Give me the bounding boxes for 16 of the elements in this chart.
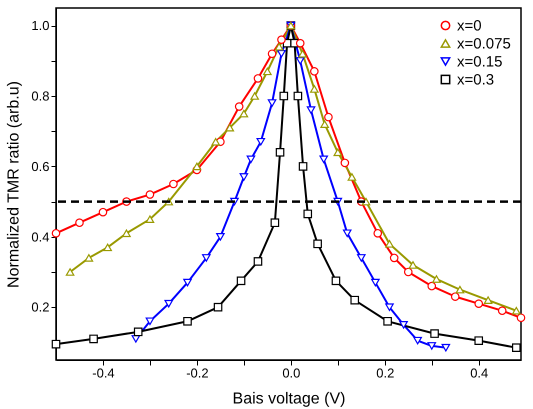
legend-label: x=0 xyxy=(457,18,482,34)
legend-label: x=0.075 xyxy=(457,36,511,52)
y-tick-label: 1.0 xyxy=(31,18,50,34)
x-tick-label: 0.4 xyxy=(470,366,488,380)
x-axis-title: Bais voltage (V) xyxy=(232,390,346,408)
y-tick-label: 0.8 xyxy=(31,88,50,104)
x-tick-label: 0.2 xyxy=(376,366,394,380)
y-tick-label: 0.6 xyxy=(31,158,50,174)
y-axis-title: Normalized TMR ratio (arb.u) xyxy=(5,81,22,288)
legend-label: x=0.15 xyxy=(457,54,502,70)
y-tick-label: 0.4 xyxy=(31,229,50,244)
x-tick-label: -0.2 xyxy=(186,366,209,380)
y-tick-label: 0.2 xyxy=(31,300,50,315)
x-tick-label: -0.4 xyxy=(92,366,115,380)
legend-label: x=0.3 xyxy=(457,72,494,88)
x-tick-label: 0.0 xyxy=(282,366,300,380)
